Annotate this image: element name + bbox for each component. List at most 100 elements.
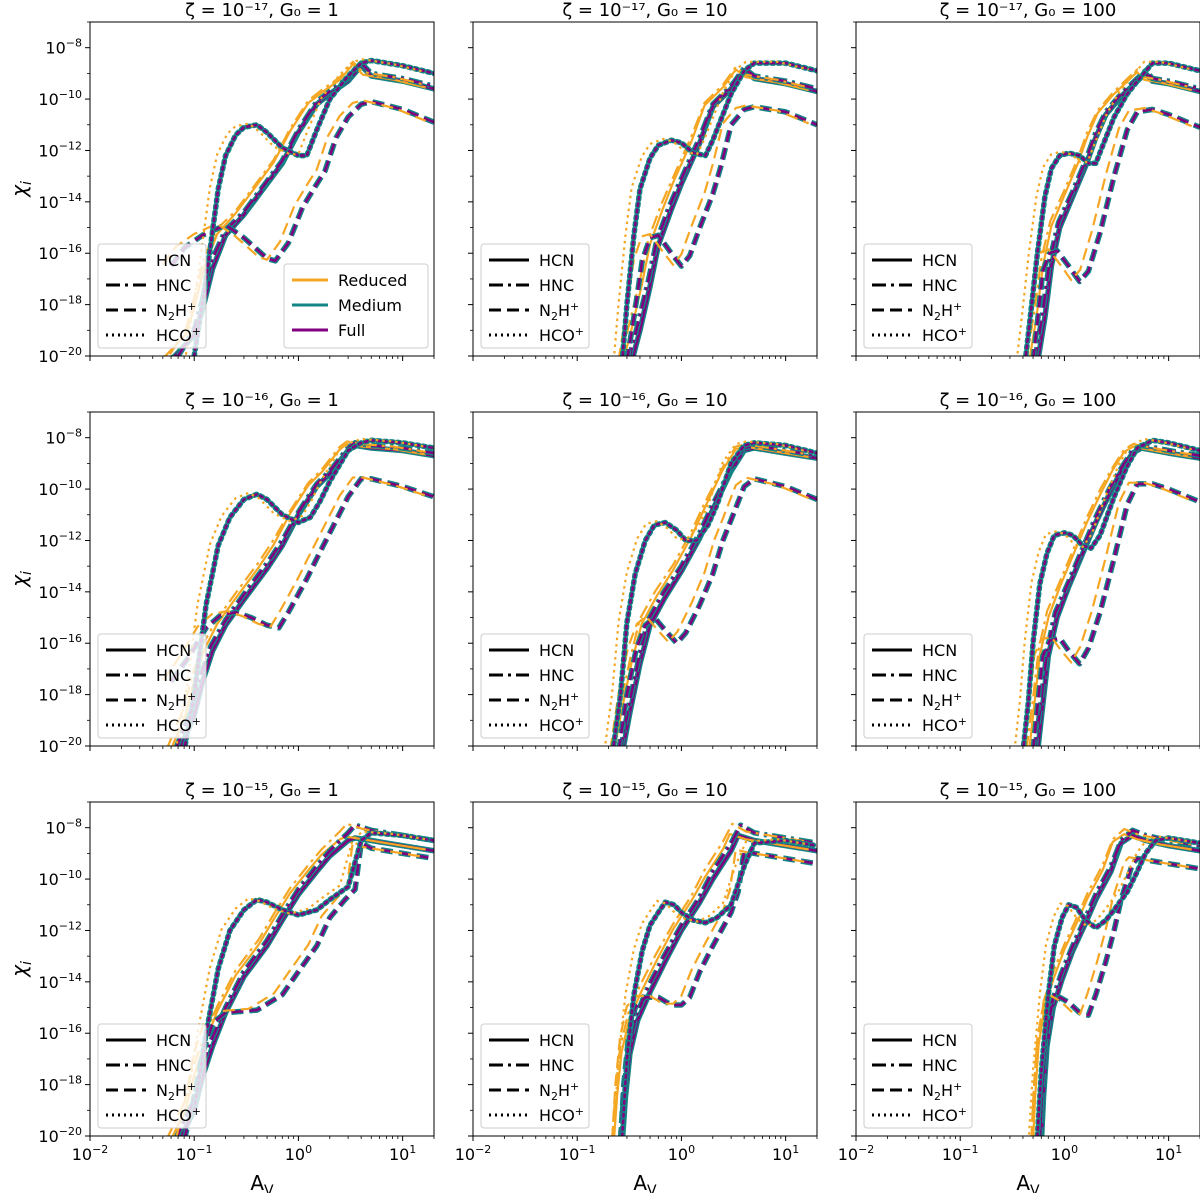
series-line-hnc-full: [620, 444, 817, 746]
y-tick-label: 10−14: [38, 191, 82, 212]
series-line-hcoplus-reduced: [613, 60, 809, 356]
x-axis-label: AV: [1016, 1171, 1040, 1193]
x-tick-label: 100: [285, 1143, 312, 1164]
panel-title: ζ = 10⁻¹⁷, G₀ = 10: [562, 0, 727, 21]
legend-label: HCO+: [156, 1105, 201, 1125]
plot-frame: [472, 801, 818, 1137]
series-line-hcoplus-full: [1024, 61, 1200, 356]
species-legend: HCN HNC N2H+HCO+: [480, 633, 590, 739]
plot-frame: [855, 411, 1200, 747]
series-line-n2hplus-reduced: [1030, 856, 1192, 1136]
legend-label: HCO+: [156, 715, 201, 735]
species-legend: HCN HNC N2H+HCO+: [480, 1023, 590, 1129]
legend-box: [480, 243, 590, 349]
series-line-hcn-full: [1040, 834, 1200, 1136]
series-group: [1016, 60, 1200, 356]
species-legend: HCN HNC N2H+HCO+: [863, 1023, 973, 1129]
legend-label: HNC: [922, 276, 957, 295]
x-tick-label: 10−2: [455, 1143, 492, 1164]
panel-8: ζ = 10⁻¹⁵, G₀ = 10 10−2 10−1 100 101 AV HCN HNC…: [455, 780, 818, 1193]
y-tick-label: 10−20: [38, 345, 82, 366]
series-line-n2hplus-full: [619, 849, 817, 1136]
legend-box: [97, 1023, 207, 1129]
legend-label: HCO+: [922, 715, 967, 735]
legend-label: N2H+: [922, 1080, 962, 1103]
series-line-hcn-full: [621, 834, 817, 1136]
series-line-n2hplus-full: [170, 477, 434, 683]
series-line-hcoplus-full: [1036, 836, 1200, 1136]
series-line-hcoplus-full: [621, 61, 817, 356]
y-tick-label: 10−18: [38, 294, 82, 315]
y-tick-label: 10−10: [38, 478, 82, 499]
legend-label: Medium: [338, 296, 402, 315]
series-group: [604, 440, 817, 746]
panel-title: ζ = 10⁻¹⁶, G₀ = 10: [562, 390, 727, 411]
plot-frame: [89, 411, 435, 747]
legend-label: HCN: [156, 641, 191, 660]
x-tick-label: 101: [1155, 1143, 1182, 1164]
panel-title: ζ = 10⁻¹⁶, G₀ = 1: [185, 390, 339, 411]
series-line-hcoplus-medium: [619, 60, 817, 356]
series-line-n2hplus-full: [626, 105, 817, 356]
legend-label: HCN: [922, 1031, 957, 1050]
series-line-hnc-reduced: [611, 443, 809, 746]
y-tick-label: 10−12: [38, 919, 82, 940]
y-tick-label: 10−12: [38, 139, 82, 160]
x-tick-label: 10−1: [176, 1143, 213, 1164]
legend-label: N2H+: [156, 300, 196, 323]
series-line-hcoplus-reduced: [612, 838, 809, 1135]
series-line-hcn-medium: [1038, 832, 1200, 1136]
legend-label: HNC: [539, 666, 574, 685]
series-line-hcn-medium: [178, 442, 434, 746]
legend-label: N2H+: [156, 1080, 196, 1103]
series-group: [1013, 437, 1200, 746]
legend-label: HCN: [156, 251, 191, 270]
plot-frame: [472, 21, 818, 357]
x-axis-label: AV: [633, 1171, 657, 1193]
series-line-hcn-reduced: [613, 445, 809, 746]
y-tick-label: 10−8: [45, 37, 82, 58]
series-line-n2hplus-reduced: [161, 476, 427, 682]
series-line-n2hplus-full: [1032, 482, 1200, 746]
series-line-n2hplus-reduced: [618, 104, 810, 356]
x-tick-label: 100: [668, 1143, 695, 1164]
legend-box: [97, 243, 207, 349]
y-tick-label: 10−14: [38, 581, 82, 602]
y-tick-label: 10−10: [38, 88, 82, 109]
legend-label: Reduced: [338, 271, 407, 290]
series-line-hcoplus-reduced: [184, 830, 426, 1110]
y-tick-label: 10−16: [38, 632, 82, 653]
panel-title: ζ = 10⁻¹⁷, G₀ = 100: [940, 0, 1117, 21]
series-line-n2hplus-medium: [624, 104, 817, 356]
legend-label: HNC: [156, 276, 191, 295]
legend-label: HCN: [922, 251, 957, 270]
series-line-hnc-reduced: [166, 440, 426, 746]
legend-label: HCN: [539, 251, 574, 270]
series-line-n2hplus-full: [183, 841, 434, 1136]
series-line-hnc-reduced: [1025, 443, 1192, 746]
x-axis-label: AV: [250, 1171, 274, 1193]
legend-label: HNC: [922, 666, 957, 685]
panel-5: ζ = 10⁻¹⁶, G₀ = 10 HCN HNC N2H+HCO+: [468, 390, 818, 751]
panel-3: ζ = 10⁻¹⁷, G₀ = 100 HCN HNC N2H+HCO+: [851, 0, 1200, 361]
series-line-hnc-full: [1034, 69, 1200, 356]
series-line-hcoplus-full: [620, 839, 817, 1136]
legend-label: Full: [338, 321, 365, 340]
legend-label: N2H+: [539, 690, 579, 713]
legend-label: HCN: [156, 1031, 191, 1050]
panel-7: ζ = 10⁻¹⁵, G₀ = 1 10−20 10−18 10−16 10−14 10−…: [7, 780, 435, 1193]
network-legend: Reduced Medium Full: [283, 263, 429, 349]
panel-6: ζ = 10⁻¹⁶, G₀ = 100 HCN HNC N2H+HCO+: [851, 390, 1200, 751]
y-tick-label: 10−12: [38, 529, 82, 550]
panel-title: ζ = 10⁻¹⁷, G₀ = 1: [185, 0, 339, 21]
series-line-hcn-reduced: [1032, 832, 1192, 1136]
panel-title: ζ = 10⁻¹⁵, G₀ = 10: [562, 780, 727, 801]
legend-label: HCN: [539, 641, 574, 660]
series-line-hcoplus-reduced: [604, 440, 809, 746]
species-legend: HCN HNC N2H+HCO+: [97, 243, 207, 349]
panel-9: ζ = 10⁻¹⁵, G₀ = 100 10−2 10−1 100 101 AV HCN HN…: [838, 780, 1200, 1193]
series-line-n2hplus-reduced: [1023, 481, 1193, 746]
legend-label: HCN: [539, 1031, 574, 1050]
x-tick-label: 100: [1051, 1143, 1078, 1164]
series-line-n2hplus-full: [1032, 108, 1200, 356]
